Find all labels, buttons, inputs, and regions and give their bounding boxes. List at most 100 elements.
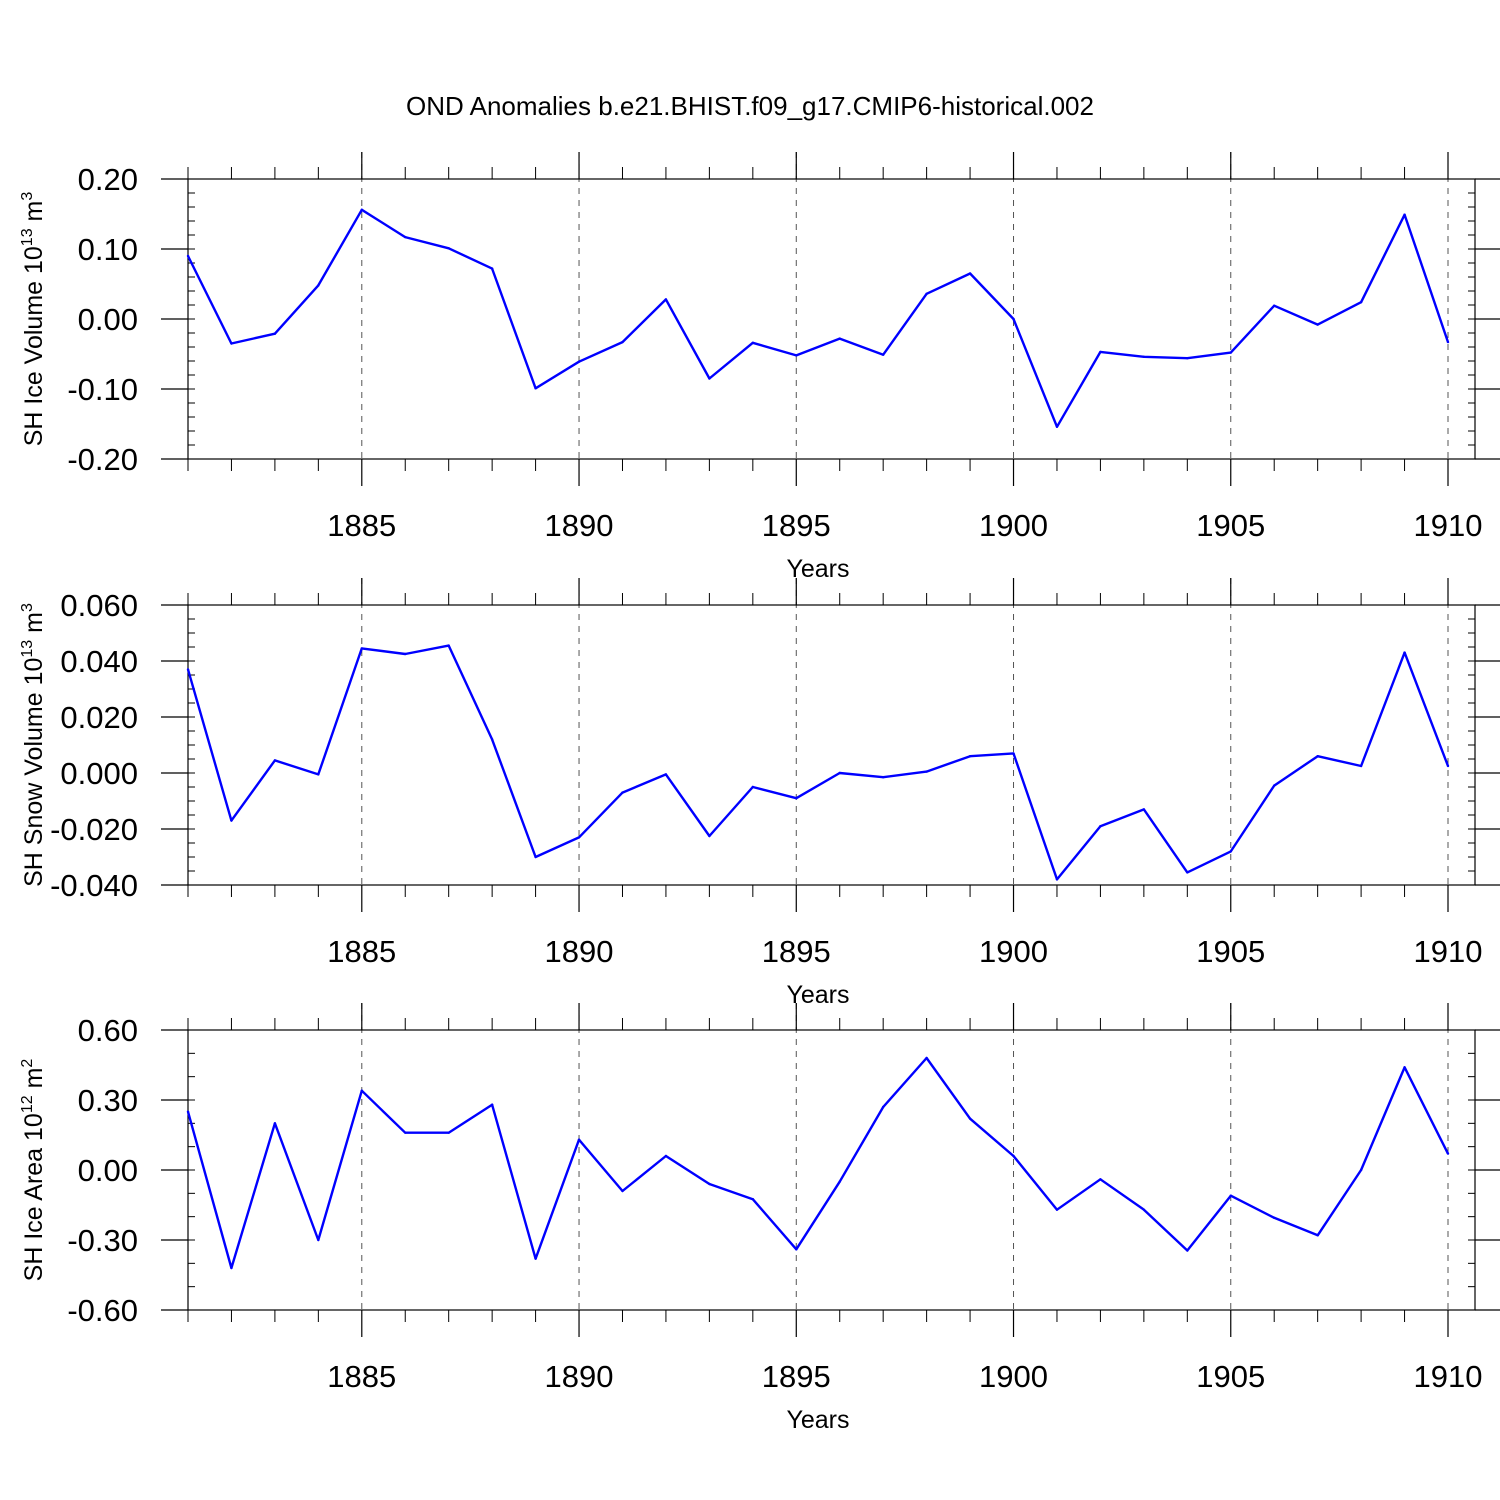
chart-3-data-point — [490, 1103, 494, 1106]
chart-3-y-tick-label: -0.60 — [67, 1293, 138, 1328]
chart-3-data-point — [968, 1117, 972, 1120]
chart-1-data-point — [795, 354, 798, 357]
chart-3-data-point — [925, 1056, 928, 1060]
chart-2-data-point — [1316, 755, 1319, 758]
chart-1-data-point — [534, 387, 537, 390]
chart-1-y-axis-label: SH Ice Volume 1013 m3 — [19, 192, 48, 447]
chart-3-data-point — [708, 1182, 711, 1186]
chart-1-data-point — [577, 360, 581, 363]
chart-2-data-point — [577, 836, 581, 839]
chart-2-data-point — [664, 773, 668, 776]
chart-2-data-point — [751, 785, 755, 789]
chart-3-data-point — [1273, 1216, 1276, 1220]
chart-1-data-point — [1446, 340, 1450, 344]
chart-1-panel: 0.20 0.10 0.00 -0.10 -0.20 1885 1890 1895 1900 19… — [19, 152, 1500, 583]
chart-3-data-point — [1359, 1168, 1363, 1172]
chart-3-data-point — [404, 1131, 407, 1134]
chart-1-x-tick-label: 1885 — [327, 508, 396, 543]
chart-2-y-axis-label: SH Snow Volume 1013 m3 — [19, 603, 48, 887]
chart-1-x-tick-label: 1910 — [1414, 508, 1483, 543]
chart-1-data-point — [1273, 304, 1276, 307]
chart-3-data-point — [1012, 1154, 1015, 1158]
chart-3-y-axis-label: SH Ice Area 1012 m2 — [19, 1059, 48, 1282]
chart-3-data-point — [273, 1122, 277, 1125]
chart-2-panel: 0.060 0.040 0.020 0.000 -0.020 -0.040 1885 1890… — [19, 578, 1500, 1009]
chart-3-x-tick-label: 1905 — [1196, 1359, 1265, 1394]
chart-1-data-point — [273, 332, 277, 335]
chart-2-x-axis-label: Years — [786, 981, 849, 1009]
chart-2-data-point — [447, 644, 450, 647]
chart-2-data-point — [621, 791, 624, 794]
chart-1-series-line — [186, 208, 1450, 428]
chart-2-data-point — [1359, 764, 1363, 768]
chart-1-data-point — [230, 342, 233, 345]
chart-2-data-point — [1273, 784, 1276, 787]
chart-3-y-tick-label: -0.30 — [67, 1223, 138, 1258]
chart-3-x-tick-label: 1910 — [1414, 1359, 1483, 1394]
chart-1-data-point — [404, 235, 407, 239]
chart-2-x-tick-label: 1900 — [979, 934, 1048, 969]
chart-3-x-tick-label: 1885 — [327, 1359, 396, 1394]
chart-2-data-point — [1055, 878, 1059, 881]
chart-2-data-point — [534, 855, 537, 859]
chart-3-data-point — [1186, 1249, 1189, 1252]
chart-3-data-point — [186, 1110, 190, 1113]
chart-3-data-point — [1403, 1066, 1406, 1069]
chart-2-data-point — [1446, 764, 1450, 768]
chart-2-data-point — [968, 755, 972, 758]
chart-2-y-tick-label: -0.040 — [50, 868, 138, 903]
chart-2-data-point — [925, 770, 928, 773]
chart-3-data-point — [1446, 1152, 1450, 1155]
chart-2-data-point — [317, 773, 320, 776]
chart-3-x-axis-label: Years — [786, 1406, 849, 1434]
chart-1-y-tick-label: 0.00 — [78, 302, 138, 337]
chart-1-x-tick-label: 1900 — [979, 508, 1048, 543]
chart-2-data-point — [404, 652, 407, 656]
chart-2-x-tick-label: 1885 — [327, 934, 396, 969]
chart-2-data-point — [273, 759, 277, 762]
chart-2-data-point — [1012, 752, 1015, 755]
chart-2-data-point — [186, 668, 190, 671]
chart-2-data-point — [1142, 808, 1146, 811]
chart-1-data-point — [317, 284, 320, 287]
chart-1-data-point — [1012, 317, 1015, 321]
chart-2-data-point — [795, 797, 798, 800]
chart-2-y-tick-label: 0.000 — [60, 756, 138, 791]
chart-3-panel: 0.60 0.30 0.00 -0.30 -0.60 1885 1890 1895 1900 19… — [19, 1003, 1500, 1434]
chart-3-data-point — [1316, 1234, 1319, 1237]
chart-3-x-tick-label: 1890 — [545, 1359, 614, 1394]
chart-1-data-point — [1316, 323, 1319, 326]
chart-2-data-point — [1099, 825, 1102, 828]
chart-2-x-tick-label: 1890 — [545, 934, 614, 969]
chart-3-data-point — [664, 1154, 668, 1158]
chart-2-y-tick-label: -0.020 — [50, 812, 138, 847]
chart-2-data-point — [1403, 651, 1406, 654]
chart-1-data-point — [1229, 351, 1232, 354]
chart-1-x-tick-label: 1905 — [1196, 508, 1265, 543]
chart-3-data-point — [534, 1257, 537, 1260]
chart-3-data-point — [1142, 1208, 1146, 1211]
chart-3-data-point — [230, 1266, 233, 1270]
chart-3-data-point — [838, 1180, 841, 1183]
chart-2-data-point — [838, 771, 841, 775]
chart-2-data-point — [490, 738, 494, 741]
chart-2-data-point — [881, 776, 885, 779]
chart-1-data-point — [708, 377, 711, 380]
chart-3-data-point — [751, 1197, 755, 1201]
chart-3-x-tick-label: 1900 — [979, 1359, 1048, 1394]
chart-1-data-point — [186, 254, 190, 258]
chart-1-data-point — [925, 292, 928, 295]
chart-1-x-axis-label: Years — [786, 555, 849, 583]
chart-2-data-point — [1229, 850, 1232, 853]
chart-1-data-point — [360, 208, 363, 211]
chart-1-data-point — [881, 353, 885, 356]
chart-1-data-point — [1055, 425, 1059, 428]
chart-1-y-tick-label: 0.10 — [78, 232, 138, 267]
chart-2-data-point — [708, 834, 711, 838]
chart-1-data-point — [968, 272, 972, 275]
chart-2-x-tick-label: 1905 — [1196, 934, 1265, 969]
figure-title: OND Anomalies b.e21.BHIST.f09_g17.CMIP6-… — [406, 91, 1094, 121]
chart-3-data-point — [1099, 1178, 1102, 1181]
chart-2-y-tick-label: 0.020 — [60, 700, 138, 735]
